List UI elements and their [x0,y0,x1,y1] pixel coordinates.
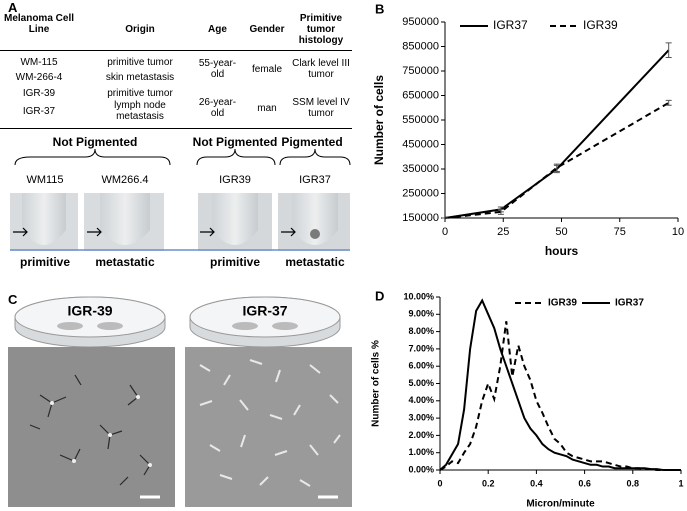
petri-dish [14,296,341,348]
series-line [444,49,670,219]
table-cell: IGR-39 [22,88,56,99]
table-cell: SSM level IV tumor [292,97,350,119]
x-tick-label: 0.6 [578,478,591,488]
y-tick-label: 5.00% [408,378,434,388]
y-tick-label: 0.00% [408,464,434,474]
brace [279,148,351,166]
legend-label: IGR39 [548,298,577,309]
brace [196,148,276,166]
table-rule [0,50,352,51]
x-tick-label: 25 [497,226,509,238]
pellet-label: IGR37 [299,174,331,186]
panel-letter: C [8,292,18,307]
cell-images: IGR-39 IGR-37 [8,296,352,507]
y-tick-label: 7.00% [408,343,434,353]
series-line [439,298,681,471]
table-cell: Clark level III tumor [292,58,350,80]
micrograph [8,347,352,507]
error-bar [665,42,672,59]
dish-label: IGR-39 [67,303,112,319]
y-tick-label: 350000 [402,163,439,175]
x-axis-label: Micron/minute [526,499,595,510]
pellets: Not Pigmented Not Pigmented Pigmented WM… [10,135,351,269]
table-header: Primitive tumor histology [298,13,344,46]
x-tick-label: 75 [614,226,626,238]
legend-label: IGR37 [615,298,644,309]
x-tick-label: 0 [437,478,442,488]
table-header: Origin [125,24,155,35]
growth-chart: B 150000 250000 350000 450000 550000 650000 75… [372,1,684,258]
x-tick-label: 0.8 [627,478,640,488]
table-cell: 26-year-old [198,97,237,119]
x-tick-label: 0 [442,226,448,238]
legend-label: IGR39 [583,18,618,32]
pellet-photo [10,193,350,251]
table-cell: skin metastasis [105,72,175,83]
pellet-group: Not Pigmented [53,135,138,149]
pellet-group: Pigmented [281,135,342,149]
y-axis-label: Number of cells % [371,340,382,427]
dish-label: IGR-37 [242,303,287,319]
y-tick-label: 250000 [402,187,439,199]
table-cell: primitive tumor [107,57,173,68]
table-header: Melanoma Cell Line [3,13,75,35]
y-tick-label: 3.00% [408,412,434,422]
table-header: Gender [249,24,285,35]
pellet-label: IGR39 [219,174,251,186]
pellet-origin: metastatic [285,255,345,269]
x-tick-label: 0.4 [530,478,543,488]
pellet-label: WM115 [26,174,63,186]
y-tick-label: 1.00% [408,447,434,457]
pellet-origin: metastatic [95,255,155,269]
table-header: Age [208,24,227,35]
error-bar [665,99,672,106]
table-cell: WM-115 [20,57,58,68]
y-tick-label: 750000 [402,65,439,77]
y-tick-label: 6.00% [408,361,434,371]
table-cell: man [257,103,277,114]
error-bar [497,208,504,215]
y-tick-label: 150000 [402,212,439,224]
table-cell: WM-266-4 [15,72,63,83]
speed-chart: D 0.00% 1.00% 2.00% 3.00% 4.00% 5.00% 6.00% 7.0… [371,288,684,510]
y-tick-label: 850000 [402,40,439,52]
pellet-origin: primitive [20,255,70,269]
panel-letter: B [375,1,384,16]
panel-letter: D [375,288,384,303]
table-cell: lymph node metastasis [114,100,166,122]
series-line [444,101,670,219]
table-cell: IGR-37 [22,106,56,117]
x-tick-label: 1 [678,478,683,488]
x-tick-label: 50 [555,226,567,238]
pellet-label: WM266.4 [101,174,148,186]
y-tick-label: 450000 [402,138,439,150]
panel-letter: A [8,0,18,15]
legend-label: IGR37 [493,18,528,32]
y-tick-label: 550000 [402,114,439,126]
x-axis-label: hours [545,244,579,258]
y-axis-label: Number of cells [372,75,386,165]
x-tick-label: 0.2 [482,478,495,488]
y-tick-label: 10.00% [403,291,434,301]
brace [14,148,171,166]
table-cell: primitive tumor [107,88,173,99]
y-tick-label: 950000 [402,16,439,28]
pellet-origin: primitive [210,255,260,269]
y-tick-label: 9.00% [408,309,434,319]
y-tick-label: 4.00% [408,395,434,405]
series-line [439,321,681,471]
table-cell: 55-year-old [198,58,237,80]
y-tick-label: 650000 [402,89,439,101]
error-bar [553,163,560,172]
pellet-group: Not Pigmented [193,135,278,149]
y-tick-label: 8.00% [408,326,434,336]
y-tick-label: 2.00% [408,430,434,440]
table-cell: female [251,64,282,75]
table-rule [0,128,352,129]
x-tick-label: 10 [672,226,684,238]
